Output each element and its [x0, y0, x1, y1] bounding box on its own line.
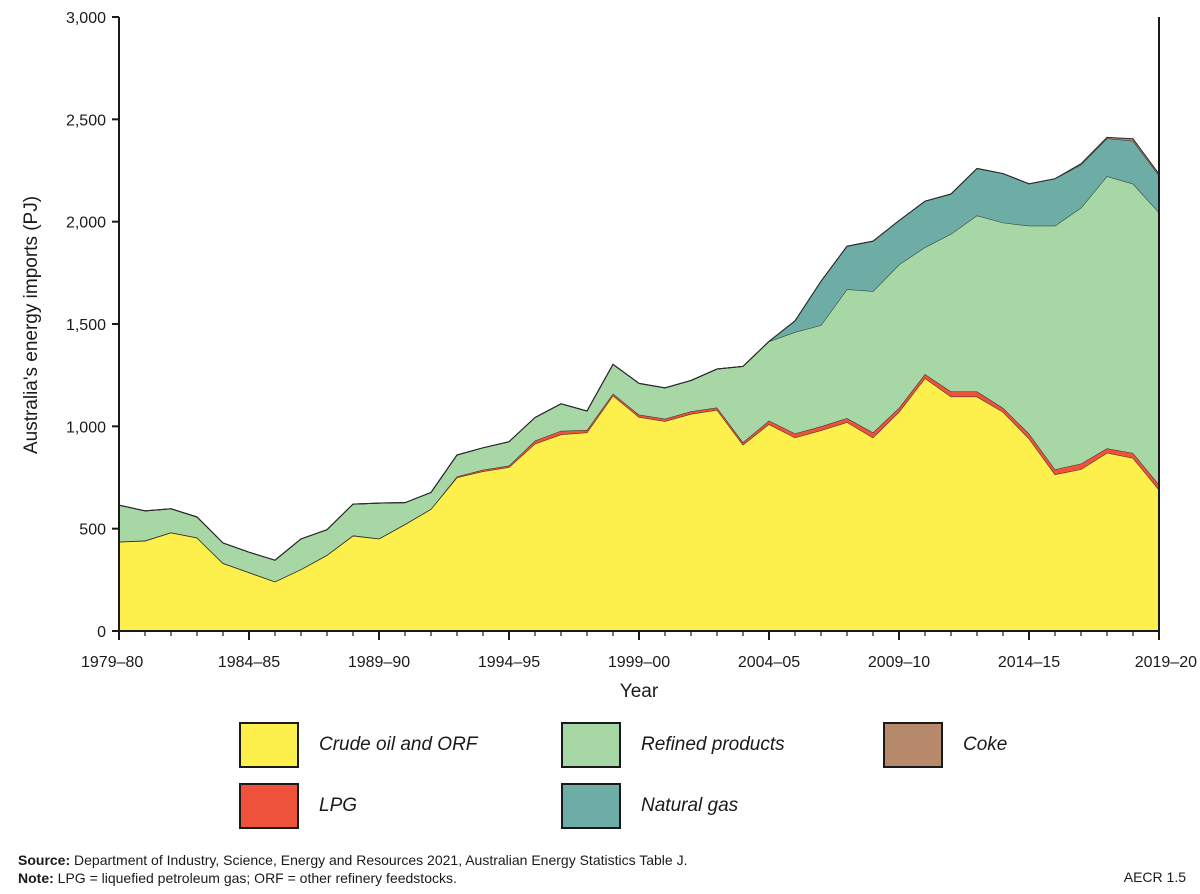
source-label: Source:: [18, 852, 71, 868]
y-tick-label: 2,500: [66, 112, 106, 129]
y-tick-label: 2,000: [66, 215, 106, 232]
note-line: Note: LPG = liquefied petroleum gas; ORF…: [18, 869, 688, 887]
y-tick-label: 0: [97, 624, 106, 641]
x-tick-label: 1999–00: [608, 654, 670, 671]
chart-areas: [118, 136, 1160, 631]
x-tick-label: 1989–90: [348, 654, 410, 671]
area-natural-gas: [119, 138, 1159, 561]
source-line: Source: Department of Industry, Science,…: [18, 851, 688, 869]
x-tick-label: 1979–80: [81, 654, 143, 671]
y-tick-label: 3,000: [66, 10, 106, 27]
chart-ticks: 0 500 1,000 1,500 2,000 2,500 3,000 1979–80 1984…: [66, 10, 1197, 671]
area-refined-products: [119, 176, 1159, 582]
x-tick-label: 2014–15: [998, 654, 1060, 671]
x-tick-label: 2004–05: [738, 654, 800, 671]
y-tick-label: 1,500: [66, 317, 106, 334]
note-text: LPG = liquefied petroleum gas; ORF = oth…: [53, 870, 457, 886]
source-text: Department of Industry, Science, Energy …: [70, 852, 688, 868]
y-tick-label: 1,000: [66, 419, 106, 436]
x-tick-label: 2009–10: [868, 654, 930, 671]
x-axis-title: Year: [620, 681, 659, 702]
area-lpg: [119, 374, 1159, 582]
chart-footer: Source: Department of Industry, Science,…: [18, 851, 688, 887]
area-edge-coke: [118, 136, 1160, 561]
area-crude-oil-and-orf: [119, 378, 1159, 631]
x-tick-label: 1984–85: [218, 654, 280, 671]
y-tick-label: 500: [79, 522, 106, 539]
figure-id: AECR 1.5: [1123, 869, 1186, 885]
x-tick-label: 1994–95: [478, 654, 540, 671]
x-tick-label: 2019–20: [1135, 654, 1197, 671]
note-label: Note:: [18, 870, 54, 886]
y-axis-title: Australia's energy imports (PJ): [21, 196, 42, 454]
